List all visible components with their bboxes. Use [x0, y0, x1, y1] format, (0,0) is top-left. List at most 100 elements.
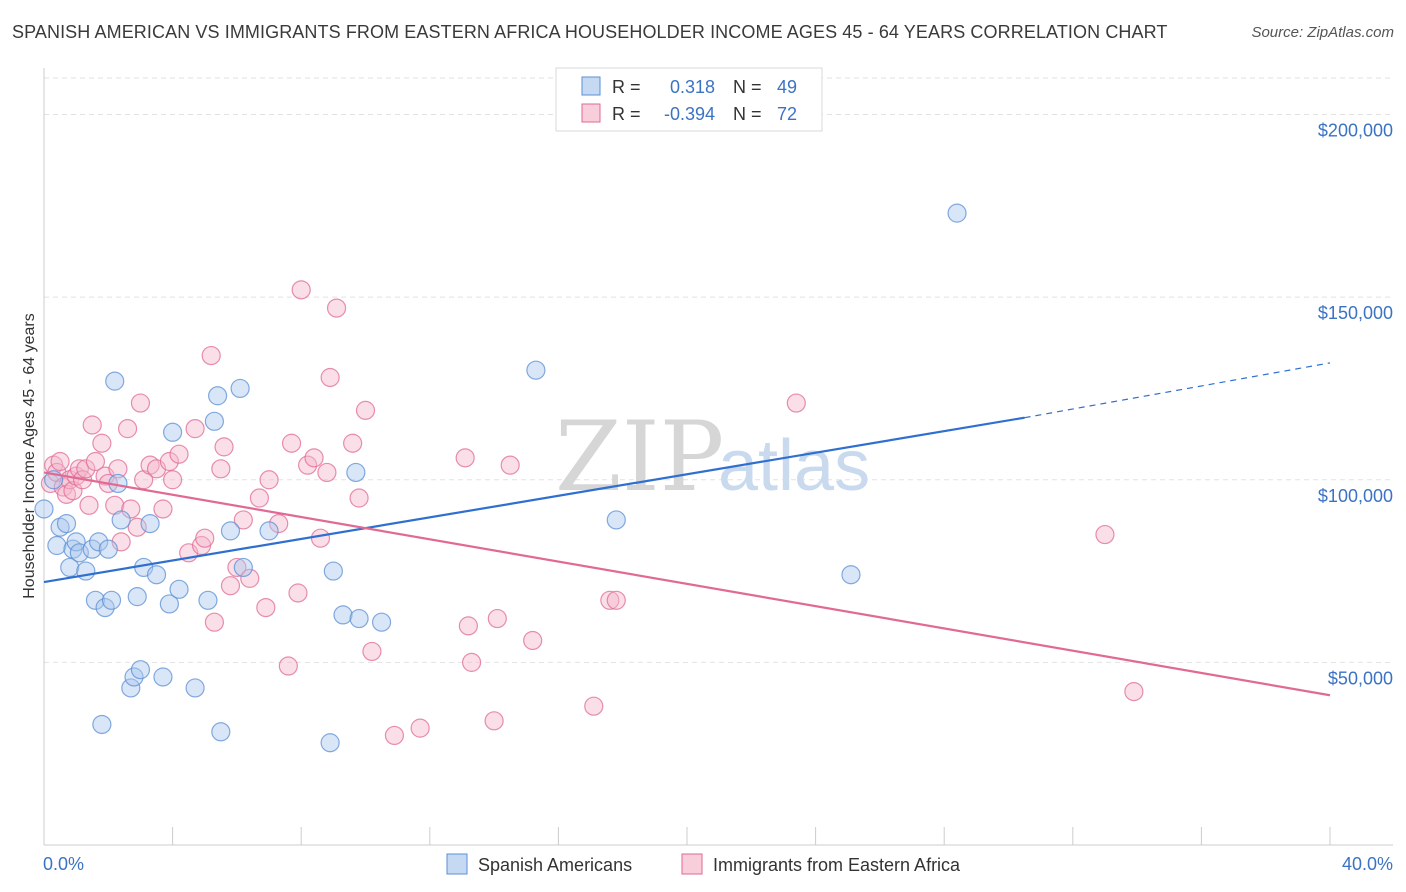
legend-r-value-blue: 0.318: [670, 77, 715, 97]
trend-line-pink: [43, 471, 1331, 697]
point-immigrants-eastern-africa: [259, 470, 279, 490]
point-immigrants-eastern-africa: [298, 455, 318, 475]
point-spanish-americans: [163, 422, 183, 442]
point-spanish-americans: [82, 539, 102, 559]
point-immigrants-eastern-africa: [349, 488, 369, 508]
point-spanish-americans: [220, 521, 241, 541]
point-immigrants-eastern-africa: [163, 470, 183, 490]
point-spanish-americans: [198, 590, 218, 610]
trend-lines: [43, 362, 1331, 697]
point-spanish-americans: [95, 597, 115, 618]
point-immigrants-eastern-africa: [281, 433, 302, 453]
point-spanish-americans: [526, 360, 546, 380]
point-immigrants-eastern-africa: [153, 499, 173, 519]
point-spanish-americans: [204, 411, 224, 431]
point-spanish-americans: [60, 557, 80, 578]
watermark: ZIP atlas: [555, 401, 870, 513]
point-spanish-americans: [56, 513, 77, 534]
point-immigrants-eastern-africa: [249, 488, 270, 508]
points-blue: [34, 203, 967, 753]
legend-swatch-pink: [581, 103, 601, 123]
point-spanish-americans: [47, 535, 67, 556]
point-immigrants-eastern-africa: [484, 711, 504, 731]
stats-legend: R = 0.318 N = 49 R = -0.394 N = 72: [555, 67, 823, 132]
point-spanish-americans: [230, 378, 250, 399]
y-tick-label: $100,000: [1318, 486, 1393, 506]
point-spanish-americans: [101, 590, 122, 610]
point-immigrants-eastern-africa: [343, 433, 363, 453]
point-immigrants-eastern-africa: [310, 528, 331, 548]
point-immigrants-eastern-africa: [220, 576, 241, 596]
watermark-atlas: atlas: [718, 426, 870, 506]
point-spanish-americans: [50, 517, 70, 537]
point-immigrants-eastern-africa: [1124, 681, 1144, 702]
y-tick-label: $150,000: [1318, 303, 1393, 323]
point-spanish-americans: [124, 667, 144, 687]
point-spanish-americans: [34, 499, 54, 519]
point-spanish-americans: [89, 532, 109, 552]
point-spanish-americans: [349, 608, 369, 629]
point-spanish-americans: [76, 561, 96, 581]
point-immigrants-eastern-africa: [201, 345, 221, 366]
legend-swatch-blue: [581, 76, 601, 96]
point-spanish-americans: [841, 565, 861, 585]
point-immigrants-eastern-africa: [458, 616, 478, 636]
point-immigrants-eastern-africa: [117, 419, 138, 439]
point-immigrants-eastern-africa: [584, 696, 604, 716]
point-immigrants-eastern-africa: [195, 528, 215, 548]
legend-n-label-blue: N =: [733, 77, 762, 97]
series-legend-swatch-blue: [446, 853, 468, 875]
point-immigrants-eastern-africa: [240, 568, 260, 588]
point-immigrants-eastern-africa: [127, 517, 147, 537]
point-immigrants-eastern-africa: [786, 393, 806, 413]
point-spanish-americans: [947, 203, 967, 223]
point-spanish-americans: [69, 543, 89, 563]
y-axis-label: Householder Income Ages 45 - 64 years: [21, 313, 38, 599]
point-immigrants-eastern-africa: [278, 656, 298, 676]
point-immigrants-eastern-africa: [63, 481, 83, 501]
point-spanish-americans: [371, 612, 392, 632]
point-spanish-americans: [346, 462, 366, 483]
point-spanish-americans: [130, 660, 151, 680]
point-immigrants-eastern-africa: [384, 725, 405, 746]
points-pink: [40, 280, 1144, 746]
point-immigrants-eastern-africa: [140, 455, 160, 475]
point-spanish-americans: [606, 510, 626, 530]
series-legend-label-pink: Immigrants from Eastern Africa: [713, 855, 961, 875]
point-immigrants-eastern-africa: [50, 451, 70, 472]
point-spanish-americans: [153, 667, 173, 687]
point-spanish-americans: [140, 513, 160, 534]
point-immigrants-eastern-africa: [269, 513, 289, 534]
y-tick-label: $50,000: [1328, 668, 1393, 688]
point-spanish-americans: [121, 678, 141, 698]
point-spanish-americans: [323, 561, 343, 581]
point-spanish-americans: [92, 714, 112, 735]
point-immigrants-eastern-africa: [606, 590, 626, 610]
legend-r-label-pink: R =: [612, 104, 641, 124]
point-spanish-americans: [185, 678, 205, 698]
point-immigrants-eastern-africa: [227, 557, 247, 578]
point-immigrants-eastern-africa: [85, 451, 106, 472]
point-spanish-americans: [66, 532, 86, 552]
legend-r-label-blue: R =: [612, 77, 641, 97]
point-immigrants-eastern-africa: [121, 499, 141, 519]
point-immigrants-eastern-africa: [185, 419, 205, 439]
point-spanish-americans: [259, 521, 279, 541]
point-immigrants-eastern-africa: [56, 484, 77, 504]
point-spanish-americans: [146, 565, 167, 585]
point-immigrants-eastern-africa: [214, 437, 234, 457]
point-immigrants-eastern-africa: [455, 448, 475, 468]
point-immigrants-eastern-africa: [82, 415, 102, 435]
point-immigrants-eastern-africa: [288, 583, 308, 603]
point-immigrants-eastern-africa: [461, 652, 482, 672]
axes: [43, 68, 1393, 846]
point-immigrants-eastern-africa: [326, 298, 347, 318]
point-immigrants-eastern-africa: [211, 459, 231, 479]
trend-line-blue: [43, 416, 1025, 584]
point-spanish-americans: [127, 587, 147, 607]
point-immigrants-eastern-africa: [79, 495, 99, 515]
x-tick-labels: 0.0% 40.0%: [43, 854, 1393, 874]
legend-n-label-pink: N =: [733, 104, 762, 124]
y-tick-labels: $50,000 $100,000 $150,000 $200,000: [1318, 121, 1393, 689]
legend-n-value-pink: 72: [777, 104, 797, 124]
